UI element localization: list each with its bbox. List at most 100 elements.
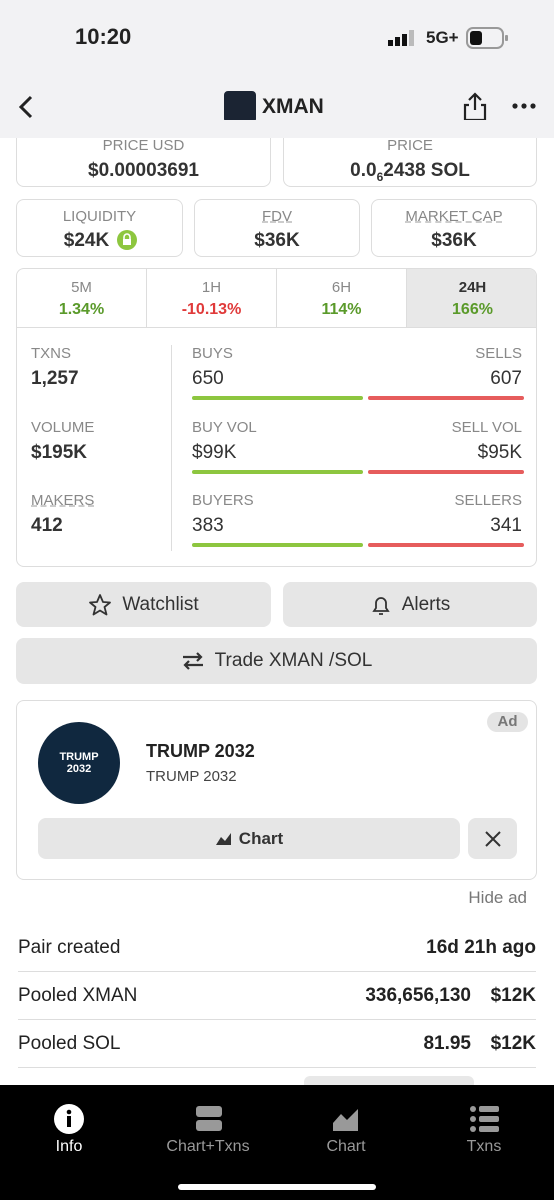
prefix: 0.0 [350, 160, 377, 181]
row-label: Pooled XMAN [18, 985, 138, 1006]
label: 24H [458, 279, 487, 296]
value: $0.00003691 [88, 160, 199, 181]
hide-ad[interactable]: Hide ad [468, 888, 527, 907]
tab-info[interactable]: Info [55, 1138, 83, 1155]
right-label: SELL VOL [451, 418, 522, 436]
label: MARKET CAP [405, 208, 503, 225]
sell-bar [368, 396, 524, 400]
suffix: 2438 SOL [383, 160, 470, 181]
tab-chart-txns[interactable]: Chart+Txns [166, 1138, 250, 1155]
top-bar [0, 0, 554, 138]
change: 1.34% [58, 301, 105, 318]
ad-logo: TRUMP 2032 [38, 722, 120, 804]
label: Watchlist [122, 593, 199, 615]
value: $24K [63, 230, 110, 251]
label: Chart [238, 828, 284, 848]
right-value: $95K [477, 441, 522, 463]
buy-bar [192, 543, 363, 547]
right-label: SELLS [475, 345, 522, 362]
battery-icon [466, 27, 508, 49]
ad-x-button[interactable] [468, 818, 517, 859]
row-label: Pooled SOL [18, 1033, 121, 1054]
change: 166% [452, 301, 493, 318]
chart-txns-icon [196, 1106, 222, 1131]
share-button[interactable] [462, 92, 488, 122]
info-row: Pooled XMAN $12K 336,656,130 [18, 972, 536, 1020]
header-title: XMAN [262, 95, 324, 118]
subscript: 6 [376, 169, 384, 184]
sell-bar [368, 543, 524, 547]
label: Trade XMAN /SOL [214, 650, 373, 671]
logo-line: 2032 [66, 763, 92, 775]
metric-label: TXNS [31, 345, 72, 362]
tab-txns[interactable]: Txns [466, 1138, 502, 1155]
change: -10.13% [181, 301, 242, 318]
left-value: 383 [192, 515, 224, 536]
label: FDV [262, 208, 292, 225]
ad-subtitle: TRUMP 2032 [146, 768, 237, 785]
metric-label: VOLUME [31, 418, 95, 436]
info-icon [54, 1104, 84, 1134]
alerts-button[interactable]: Alerts [283, 582, 537, 627]
home-indicator [178, 1184, 376, 1190]
chart-icon [333, 1109, 358, 1131]
value: 0.062438 SOL [284, 160, 536, 184]
label: PRICE USD [102, 137, 185, 154]
info-row: Pair created 16d 21h ago [18, 924, 536, 972]
stat-card: MARKET CAP $36K [371, 199, 537, 257]
lock-icon [117, 230, 137, 250]
value: $36K [431, 230, 477, 251]
stats-panel: 5M 1.34% 1H -10.13% 6H 114% 24H 166% TXNS 1,2… [16, 268, 537, 567]
ad-chart-button[interactable]: Chart [38, 818, 460, 859]
label: Alerts [401, 593, 451, 615]
more-button[interactable] [512, 102, 536, 110]
metric-value: 412 [31, 515, 63, 536]
metric-label: MAKERS [31, 492, 95, 509]
tab-bar: Info Chart+Txns Chart Txns [0, 1085, 554, 1200]
timeframe-tabs: 5M 1.34% 1H -10.13% 6H 114% 24H 166% [17, 269, 536, 328]
left-value: $99K [192, 441, 237, 463]
right-value: 607 [490, 368, 522, 389]
ad-title: TRUMP 2032 [146, 741, 255, 761]
timeframe-tab[interactable]: 5M 1.34% [17, 269, 147, 327]
star-icon [89, 593, 112, 615]
trade-button[interactable]: Trade XMAN /SOL [16, 638, 537, 684]
row-label: Pair created [18, 937, 121, 958]
signal-icon [388, 30, 414, 46]
left-value: 650 [192, 368, 224, 389]
timeframe-tab[interactable]: 6H 114% [277, 269, 407, 327]
right-value: 341 [490, 515, 522, 536]
divider [171, 345, 172, 551]
watchlist-button[interactable]: Watchlist [16, 582, 271, 627]
info-row: Pooled SOL $12K 81.95 [18, 1020, 536, 1068]
logo-line: TRUMP [59, 751, 99, 763]
row-value: 336,656,130 [365, 985, 471, 1006]
chart-icon [215, 832, 231, 845]
right-label: SELLERS [454, 492, 522, 509]
row-value: 16d 21h ago [426, 937, 536, 958]
timeframe-tab[interactable]: 1H -10.13% [147, 269, 277, 327]
buy-bar [192, 396, 363, 400]
left-label: BUYS [192, 345, 233, 362]
swap-icon [182, 652, 203, 670]
token-avatar [224, 91, 256, 123]
left-label: BUYERS [192, 492, 254, 509]
network: 5G+ [426, 28, 459, 47]
label: 6H [331, 279, 352, 296]
ad-badge: Ad [487, 712, 528, 732]
ad-card: Ad TRUMP 2032 TRUMP 2032 TRUMP 2032 Chart [16, 700, 537, 880]
tab-chart[interactable]: Chart [326, 1138, 366, 1155]
timeframe-tab-selected[interactable]: 24H 166% [407, 269, 536, 327]
label: LIQUIDITY [62, 208, 137, 225]
row-value: 81.95 [423, 1033, 471, 1054]
stat-card: FDV $36K [194, 199, 360, 257]
label: 5M [71, 279, 92, 296]
sell-bar [368, 469, 524, 474]
top-bar-edge [0, 120, 554, 138]
bell-icon [372, 596, 390, 615]
buy-bar [192, 469, 363, 474]
time: 10:20 [75, 24, 132, 49]
back-button[interactable] [16, 94, 36, 120]
